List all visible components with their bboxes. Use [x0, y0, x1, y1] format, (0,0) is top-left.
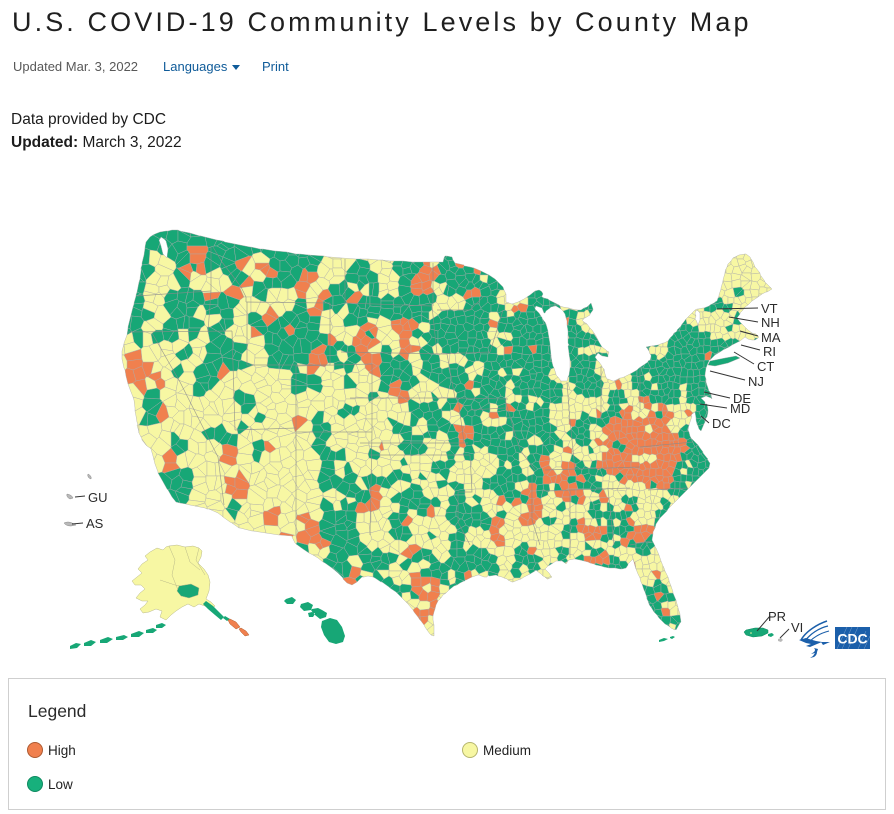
svg-text:NH: NH — [761, 315, 780, 330]
svg-text:MA: MA — [761, 330, 781, 345]
svg-text:CT: CT — [757, 359, 774, 374]
svg-text:RI: RI — [763, 344, 776, 359]
svg-text:VT: VT — [761, 301, 778, 316]
svg-text:MD: MD — [730, 401, 750, 416]
svg-text:AS: AS — [86, 516, 104, 531]
svg-text:DC: DC — [712, 416, 731, 431]
svg-text:PR: PR — [768, 609, 786, 624]
svg-text:NJ: NJ — [748, 374, 764, 389]
svg-text:GU: GU — [88, 490, 108, 505]
svg-text:DE: DE — [733, 391, 751, 406]
svg-text:VI: VI — [791, 620, 803, 635]
